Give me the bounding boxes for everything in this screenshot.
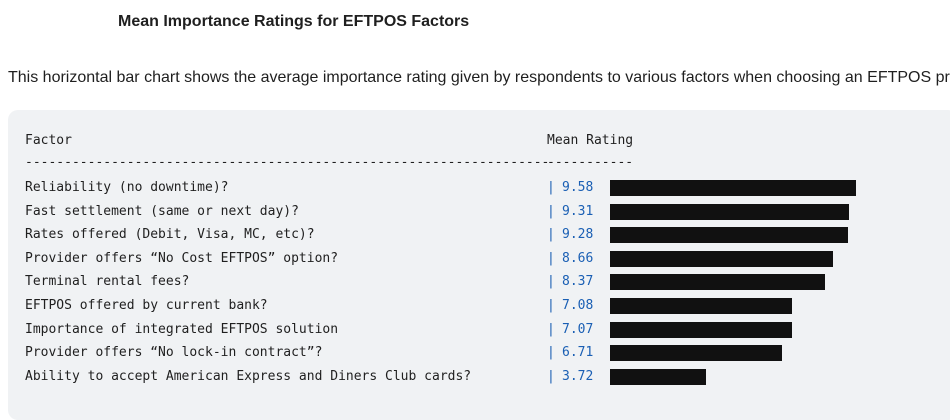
rating: 7.07 — [562, 321, 594, 337]
rating: 9.28 — [562, 227, 594, 243]
heading: Mean Importance Ratings for EFTPOS Facto… — [118, 13, 470, 30]
separator: ----------- — [547, 155, 634, 170]
column-header: Factor — [25, 133, 72, 148]
factor: Reliability (no downtime)? — [25, 180, 229, 195]
divider: | — [547, 298, 555, 313]
factor: EFTPOS offered by current bank? — [25, 298, 268, 313]
rating: 8.37 — [562, 274, 594, 290]
factor: Rates offered (Debit, Visa, MC, etc)? — [25, 227, 315, 243]
rating: 3.72 — [562, 368, 594, 384]
rating: 9.31 — [562, 203, 594, 219]
rating: 6.71 — [562, 345, 594, 361]
divider: | — [547, 250, 555, 266]
divider: | — [547, 274, 555, 290]
factor: Ability to accept American Express and D… — [25, 368, 472, 384]
divider: | — [547, 203, 555, 219]
divider: | — [547, 180, 555, 195]
divider: | — [547, 321, 555, 337]
description: This horizontal bar chart shows the aver… — [8, 69, 950, 86]
factor: Provider offers “No lock-in contract”? — [25, 345, 323, 361]
rating-bar — [610, 274, 826, 291]
rating-bar — [610, 345, 783, 362]
code-block: Factor Mean Rating ---------------------… — [8, 110, 950, 420]
rating-bar — [610, 227, 849, 244]
factor: Importance of integrated EFTPOS solution — [25, 321, 339, 337]
factor: Terminal rental fees? — [25, 274, 190, 290]
column-header: Mean Rating — [547, 133, 634, 148]
divider: | — [547, 227, 555, 243]
factor: Fast settlement (same or next day)? — [25, 203, 299, 219]
rating: 8.66 — [562, 250, 594, 266]
rating-bar — [610, 368, 706, 385]
rating-bar — [610, 298, 792, 314]
factor: Provider offers “No Cost EFTPOS” option? — [25, 250, 339, 266]
rating-bar — [610, 203, 850, 220]
rating-bar — [610, 321, 792, 338]
rating: 7.08 — [562, 298, 594, 313]
rating: 9.58 — [562, 180, 594, 195]
divider: | — [547, 368, 555, 384]
rating-bar — [610, 250, 833, 267]
separator: ----------------------------------------… — [25, 155, 550, 170]
divider: | — [547, 345, 555, 361]
rating-bar — [610, 180, 857, 196]
